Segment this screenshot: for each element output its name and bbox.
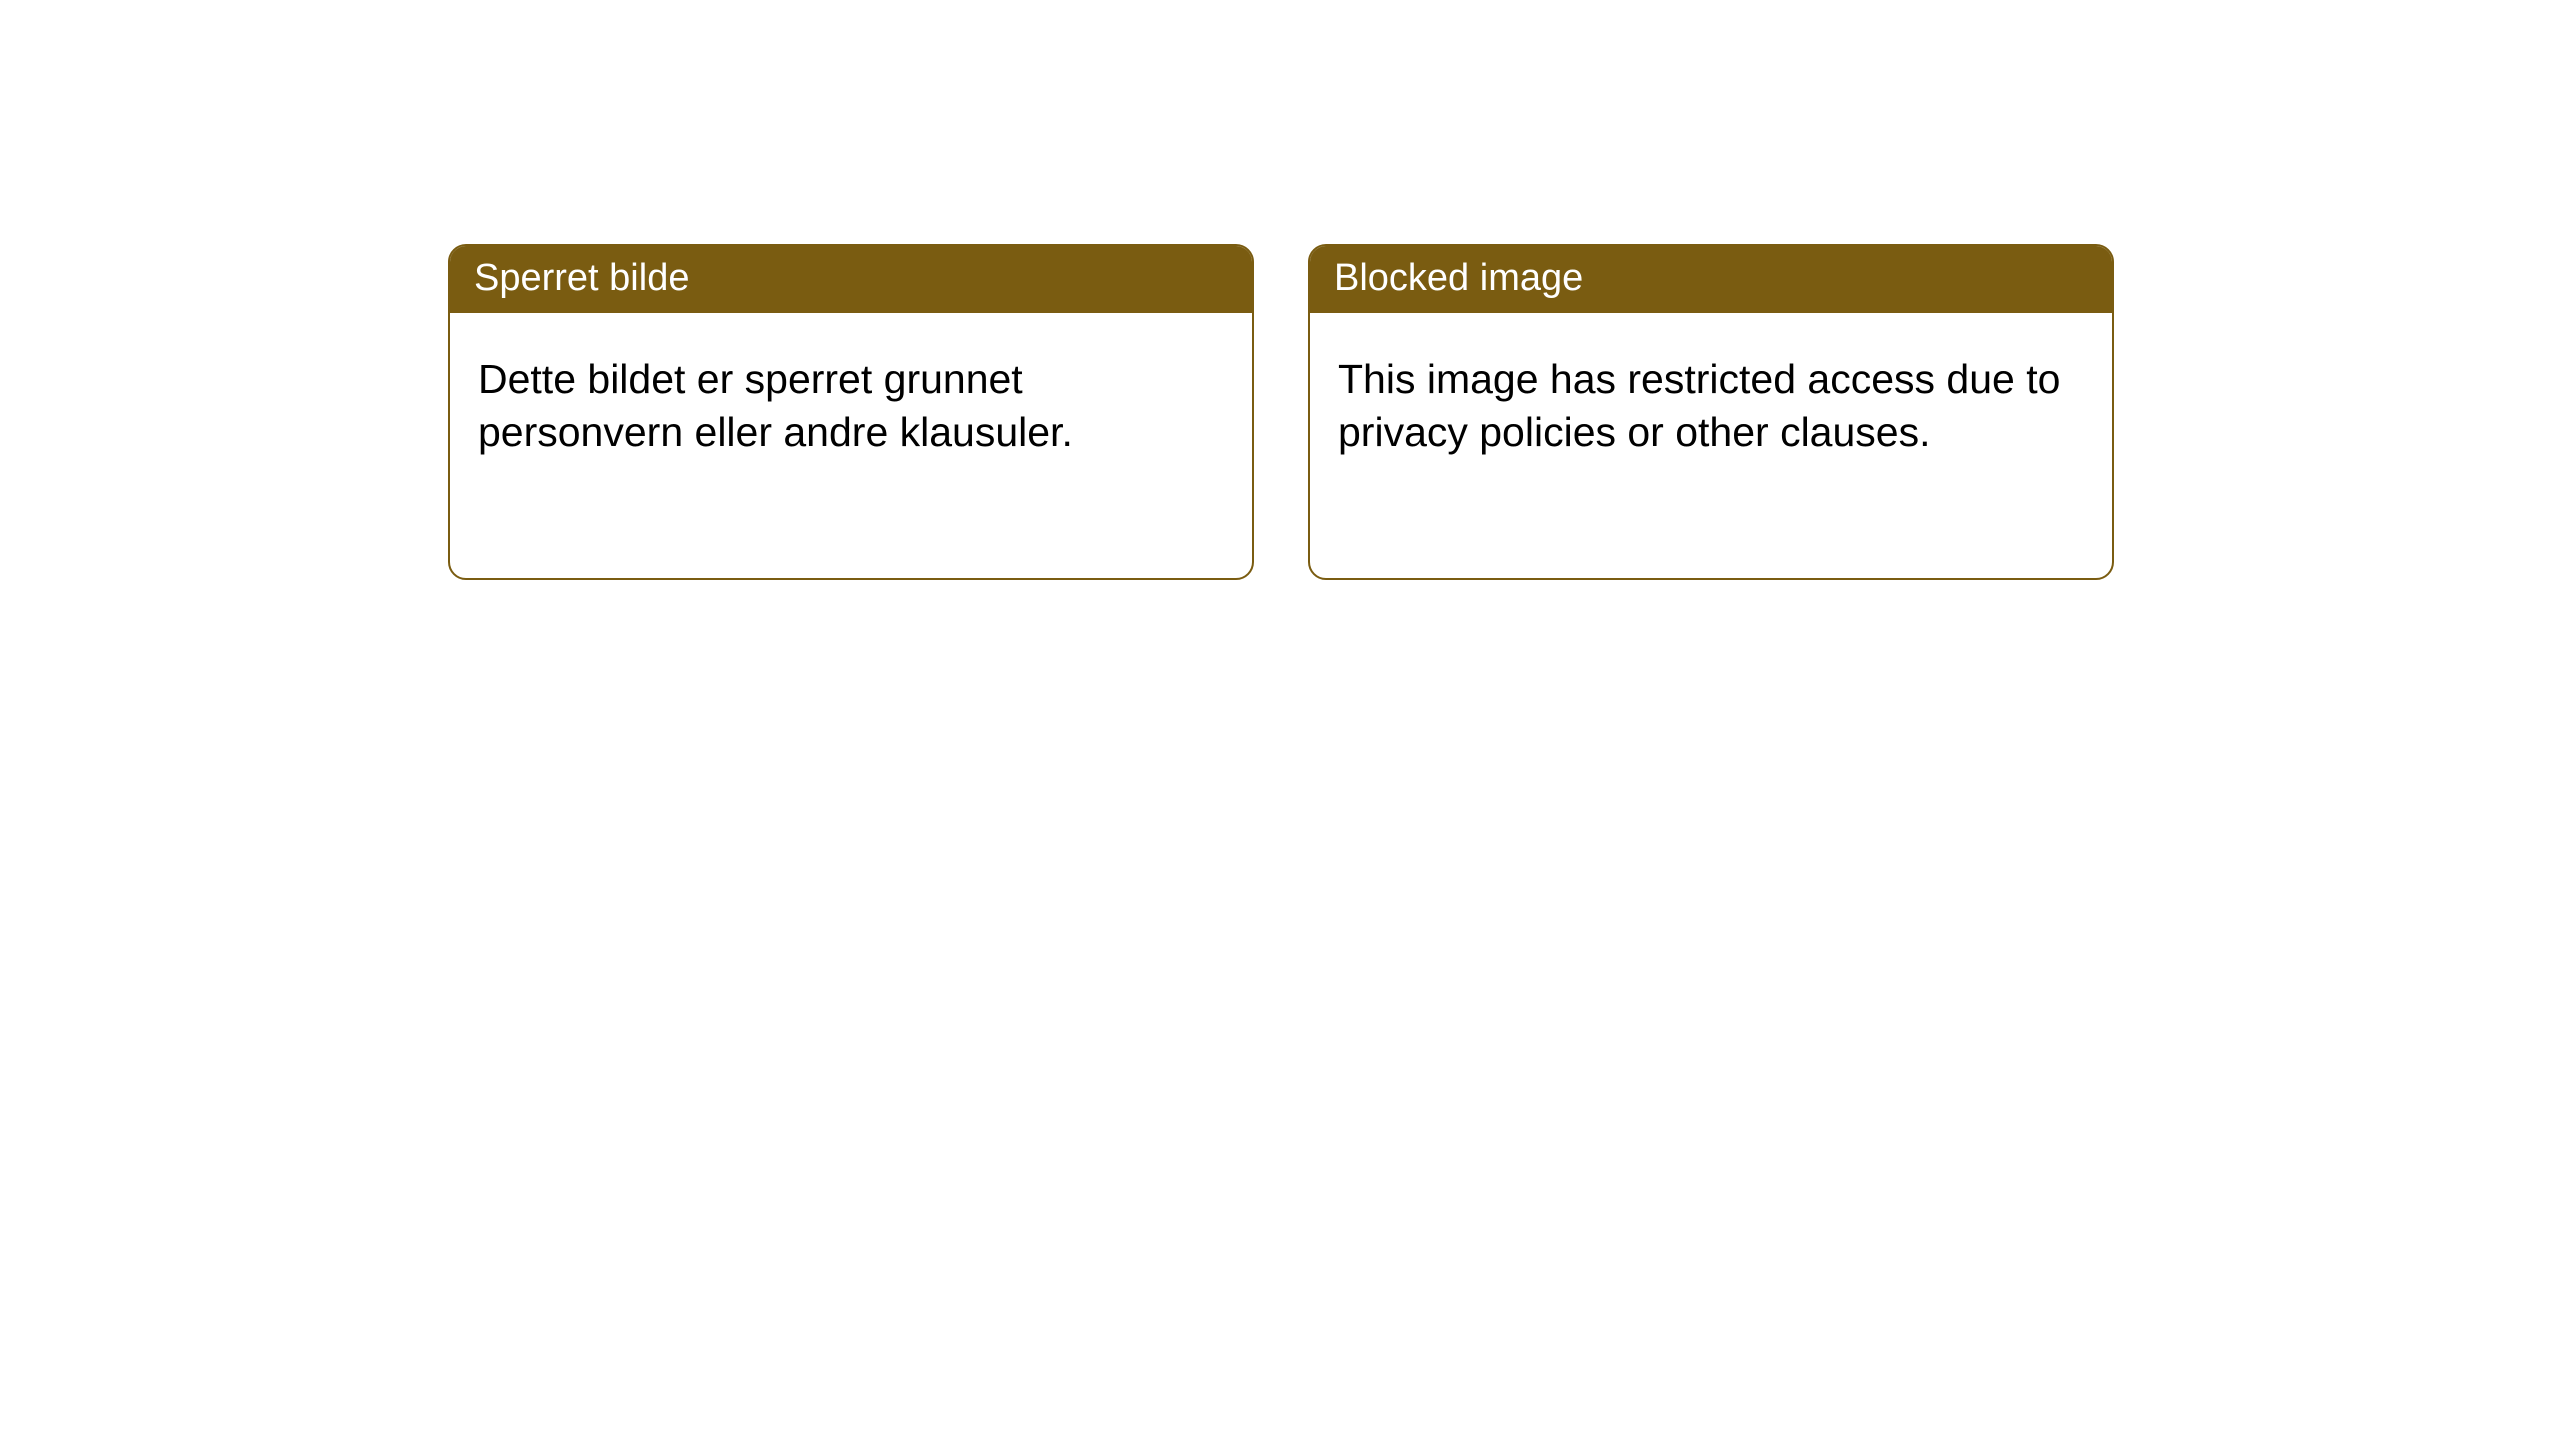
notice-header: Blocked image [1310,246,2112,313]
notice-card-english: Blocked image This image has restricted … [1308,244,2114,580]
notice-card-norwegian: Sperret bilde Dette bildet er sperret gr… [448,244,1254,580]
notice-container: Sperret bilde Dette bildet er sperret gr… [0,0,2560,580]
notice-body: This image has restricted access due to … [1310,313,2112,486]
notice-body: Dette bildet er sperret grunnet personve… [450,313,1252,486]
notice-header: Sperret bilde [450,246,1252,313]
